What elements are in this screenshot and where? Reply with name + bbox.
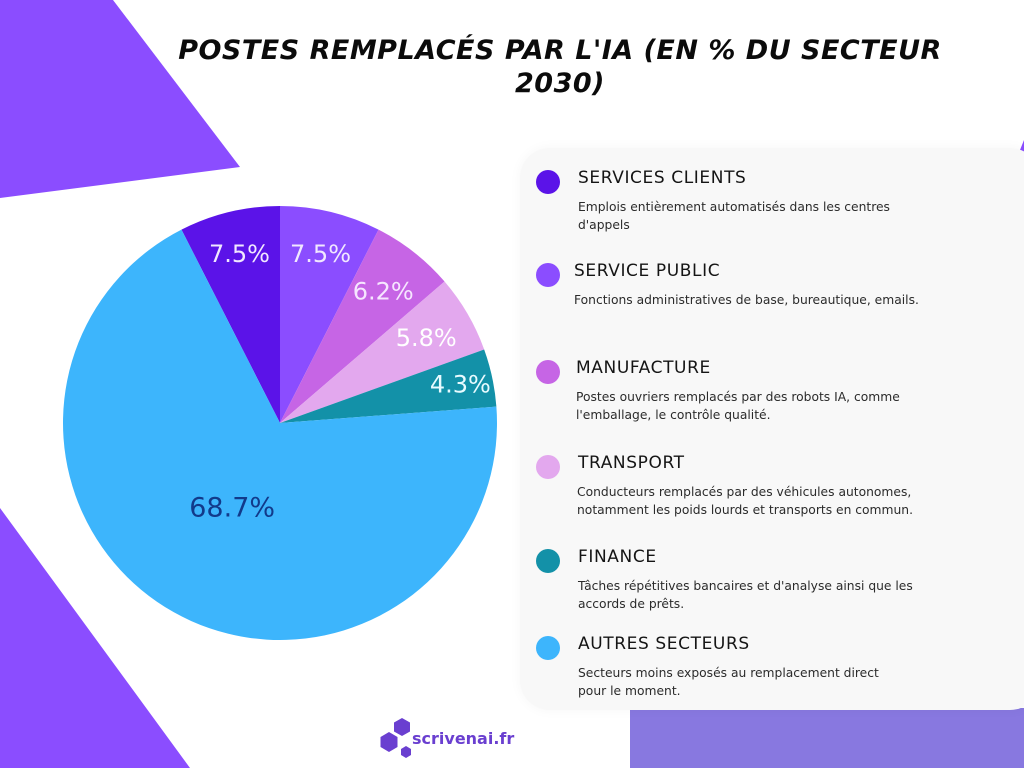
legend-title: SERVICES CLIENTS bbox=[578, 168, 747, 188]
pie-slice-label: 4.3% bbox=[430, 370, 491, 398]
chart-title: POSTES REMPLACÉS PAR L'IA (EN % DU SECTE… bbox=[178, 35, 942, 99]
brand-name: scrivenai.fr bbox=[412, 729, 515, 748]
legend-dot-icon bbox=[536, 455, 560, 479]
legend-dot-icon bbox=[536, 636, 560, 660]
pie-slice-label: 7.5% bbox=[290, 240, 351, 268]
pie-slice-label: 68.7% bbox=[189, 493, 275, 524]
legend-dot-icon bbox=[536, 360, 560, 384]
pie-slice-manufacture bbox=[280, 229, 445, 423]
pie-slice-label: 6.2% bbox=[353, 278, 414, 306]
decor-triangle-bottom-left bbox=[0, 508, 190, 768]
pie-slice-finance bbox=[280, 349, 497, 423]
pie-slice-services-clients bbox=[181, 206, 280, 423]
legend-title: FINANCE bbox=[578, 547, 657, 567]
hexagon-logo-icon bbox=[380, 718, 411, 758]
legend-dot-icon bbox=[536, 549, 560, 573]
pie-slice-label: 5.8% bbox=[396, 324, 457, 352]
decor-triangle-top-left bbox=[0, 0, 240, 198]
legend-dot-icon bbox=[536, 263, 560, 287]
legend-title: SERVICE PUBLIC bbox=[574, 261, 721, 281]
pie-slice-autres-secteurs bbox=[62, 229, 497, 640]
legend-description: Secteurs moins exposés au remplacement d… bbox=[578, 666, 879, 698]
legend-dot-icon bbox=[536, 170, 560, 194]
legend-description: Conducteurs remplacés par des véhicules … bbox=[577, 485, 914, 517]
brand-logo[interactable]: scrivenai.fr bbox=[378, 716, 518, 766]
legend-panel: SERVICES CLIENTS Emplois entièrement aut… bbox=[520, 148, 1024, 710]
decor-block-bottom-right bbox=[630, 708, 1024, 768]
legend-description: Tâches répétitives bancaires et d'analys… bbox=[578, 579, 913, 611]
legend-description: Emplois entièrement automatisés dans les… bbox=[578, 200, 890, 232]
pie-slice-service-public bbox=[280, 206, 379, 423]
legend-title: AUTRES SECTEURS bbox=[578, 634, 750, 654]
legend-title: TRANSPORT bbox=[578, 453, 685, 473]
legend-title: MANUFACTURE bbox=[576, 358, 711, 378]
legend-description: Fonctions administratives de base, burea… bbox=[574, 293, 919, 307]
pie-slice-label: 7.5% bbox=[209, 240, 270, 268]
legend-description: Postes ouvriers remplacés par des robots… bbox=[576, 390, 900, 422]
pie-slice-transport bbox=[280, 281, 485, 423]
